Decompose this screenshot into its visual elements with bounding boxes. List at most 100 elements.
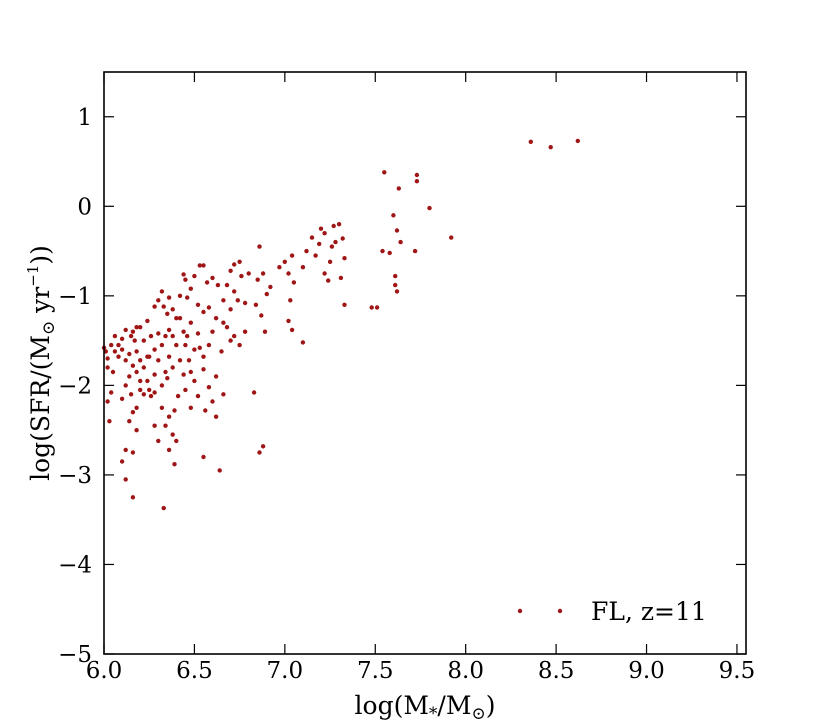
data-point: [170, 333, 175, 339]
data-point: [394, 289, 400, 294]
data-point: [134, 369, 139, 375]
data-point: [217, 468, 222, 473]
data-point: [145, 318, 150, 324]
data-point: [192, 378, 197, 384]
data-point: [170, 432, 175, 437]
data-point: [166, 295, 172, 300]
data-point: [221, 298, 226, 303]
data-point: [206, 385, 212, 390]
data-point: [412, 248, 418, 254]
data-point: [232, 333, 237, 339]
data-point: [183, 387, 188, 393]
data-point: [134, 325, 139, 330]
data-point: [119, 336, 125, 341]
data-point: [141, 365, 146, 370]
data-point: [213, 374, 219, 379]
data-point: [336, 222, 342, 227]
data-point: [130, 363, 136, 368]
data-point: [228, 307, 233, 312]
data-points: [101, 138, 580, 511]
legend-marker-right: [557, 608, 563, 614]
data-point: [192, 273, 197, 279]
y-tick-label: −5: [58, 642, 92, 668]
y-tick-label: 0: [77, 194, 92, 220]
legend-label: FL, z=11: [591, 597, 707, 626]
data-point: [291, 280, 297, 285]
data-point: [152, 423, 157, 428]
x-tick-label: 8.0: [447, 658, 484, 684]
data-point: [116, 354, 121, 359]
data-point: [394, 228, 400, 233]
data-point: [221, 320, 226, 325]
data-point: [221, 392, 226, 397]
data-point: [188, 405, 193, 410]
data-point: [163, 333, 168, 339]
data-point: [288, 298, 293, 303]
data-point: [105, 356, 110, 361]
data-point: [206, 342, 212, 348]
data-point: [159, 289, 165, 294]
data-point: [331, 223, 336, 229]
data-point: [185, 295, 190, 300]
data-point: [110, 369, 116, 375]
data-point: [132, 338, 137, 343]
data-point: [185, 333, 190, 339]
data-point: [277, 265, 282, 270]
data-point: [322, 231, 327, 236]
data-point: [197, 263, 202, 268]
x-tick-label: 8.5: [538, 658, 575, 684]
data-point: [262, 329, 268, 334]
data-point: [289, 253, 295, 258]
x-axis-label-mid: /M: [437, 691, 471, 720]
data-point: [228, 268, 233, 273]
data-point: [145, 354, 150, 359]
data-point: [264, 291, 269, 297]
data-point: [206, 305, 212, 310]
data-point: [138, 325, 143, 330]
data-point: [203, 408, 208, 413]
data-point: [213, 316, 219, 321]
data-point: [224, 325, 230, 330]
data-point: [156, 298, 161, 303]
data-point: [170, 365, 175, 370]
data-point: [309, 235, 315, 240]
data-point: [260, 271, 266, 276]
data-point: [159, 405, 165, 410]
data-point: [427, 205, 432, 211]
x-tick-label: 7.0: [267, 658, 304, 684]
data-point: [380, 248, 385, 254]
data-point: [161, 304, 166, 309]
data-point: [251, 390, 257, 395]
data-point: [396, 186, 401, 191]
data-point: [134, 349, 139, 354]
data-point: [340, 236, 345, 241]
data-point: [107, 419, 112, 424]
data-point: [181, 272, 186, 277]
y-axis-label: log(SFR/(M⊙ yr−1)): [24, 245, 59, 481]
data-point: [123, 477, 128, 482]
data-point: [201, 263, 206, 268]
data-point: [112, 333, 118, 339]
y-axis-label-mid: yr: [26, 287, 55, 321]
x-tick-label: 6.0: [86, 658, 123, 684]
data-point: [177, 293, 183, 298]
data-point: [147, 387, 152, 393]
data-point: [398, 239, 403, 245]
legend: FL, z=11: [517, 597, 707, 626]
data-point: [414, 172, 420, 178]
data-point: [393, 273, 398, 279]
data-point: [253, 302, 259, 307]
data-point: [391, 213, 396, 218]
data-point: [318, 226, 324, 231]
data-point: [105, 399, 110, 404]
data-point: [329, 244, 335, 249]
data-point: [242, 329, 248, 334]
data-point: [130, 495, 136, 500]
data-point: [174, 438, 179, 444]
data-point: [166, 414, 172, 419]
data-point: [242, 300, 248, 306]
data-point: [116, 342, 121, 348]
data-point: [141, 392, 146, 397]
data-point: [192, 347, 197, 352]
x-axis-label-sub2: ⊙: [471, 704, 485, 724]
